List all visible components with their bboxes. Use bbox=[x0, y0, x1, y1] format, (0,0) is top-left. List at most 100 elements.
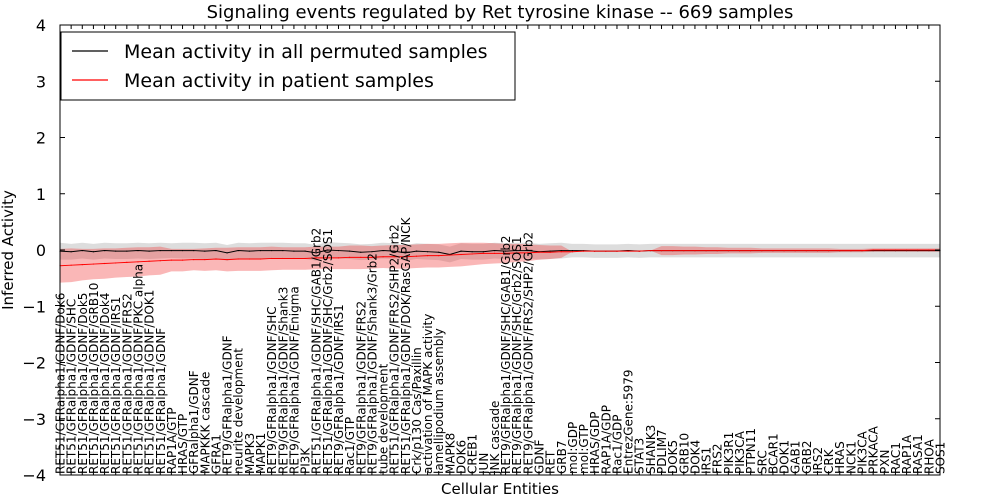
data-point bbox=[839, 249, 841, 252]
x-tick-label: RET51/GFRalpha1/GDNF/Dok6 bbox=[54, 293, 68, 474]
data-point bbox=[92, 263, 95, 265]
data-point bbox=[516, 249, 518, 252]
x-tick-label: PDLIM7 bbox=[655, 429, 669, 474]
data-point bbox=[237, 249, 239, 252]
data-point bbox=[326, 249, 328, 251]
data-point bbox=[126, 261, 128, 263]
x-tick-label: RET9/GFRalpha1/GDNF/IRS1 bbox=[332, 304, 346, 474]
data-point bbox=[794, 249, 796, 252]
data-point bbox=[315, 257, 317, 259]
x-tick-label: RET9/GFRalpha1/GDNF/SHC bbox=[265, 306, 279, 474]
x-tick-label: MAPK8 bbox=[443, 433, 457, 474]
data-point bbox=[482, 252, 484, 254]
data-point bbox=[705, 249, 707, 252]
data-point bbox=[426, 251, 429, 253]
x-tick-label: PIK3CA bbox=[733, 430, 747, 474]
x-tick-label: GRB10 bbox=[677, 433, 691, 474]
data-point bbox=[148, 250, 150, 252]
confidence-bands bbox=[60, 242, 940, 283]
data-point bbox=[738, 249, 741, 252]
x-tick-label: RET bbox=[544, 450, 558, 474]
data-point bbox=[159, 260, 161, 262]
x-tick-label: IRS2 bbox=[811, 447, 825, 474]
x-tick-label: STAT3 bbox=[633, 438, 647, 474]
x-tick-label: DOK5 bbox=[666, 440, 680, 474]
data-point bbox=[571, 249, 574, 252]
data-point bbox=[516, 252, 518, 254]
data-point bbox=[293, 250, 295, 252]
x-tick-label: RAP1A bbox=[900, 434, 914, 474]
data-point bbox=[159, 249, 161, 252]
data-point bbox=[215, 258, 217, 260]
data-point bbox=[404, 252, 406, 254]
data-point bbox=[482, 251, 484, 253]
x-tick-label: GFRA1 bbox=[209, 434, 223, 474]
data-point bbox=[148, 260, 150, 262]
data-point bbox=[471, 253, 473, 255]
data-point bbox=[772, 249, 774, 252]
data-point bbox=[226, 252, 228, 254]
data-point bbox=[504, 250, 507, 252]
data-point bbox=[504, 252, 507, 254]
data-point bbox=[271, 249, 273, 252]
data-point bbox=[181, 259, 184, 261]
x-tick-label: RAC1 bbox=[889, 442, 903, 474]
x-tick-label: PTPN11 bbox=[744, 428, 758, 474]
x-tick-label: JUN bbox=[477, 453, 491, 475]
legend-label-permuted: Mean activity in all permuted samples bbox=[124, 41, 487, 63]
data-point bbox=[315, 252, 317, 254]
data-point bbox=[70, 251, 72, 253]
x-tick-label: DOK1 bbox=[778, 440, 792, 474]
x-tick-label: HRAS/GDP bbox=[588, 411, 602, 474]
x-tick-label: IRS1 bbox=[700, 447, 714, 474]
data-point bbox=[349, 250, 351, 252]
x-tick-label: HRAS bbox=[833, 441, 847, 474]
x-tick-label: PIK3R1 bbox=[722, 432, 736, 474]
x-tick-label: RAP1A/GDP bbox=[599, 405, 613, 474]
data-point bbox=[493, 249, 496, 252]
data-point bbox=[683, 249, 685, 252]
data-point bbox=[571, 251, 574, 253]
y-tick-label: −4 bbox=[22, 466, 46, 485]
data-point bbox=[115, 250, 117, 252]
x-tick-label: MAPK3 bbox=[243, 433, 257, 474]
data-point bbox=[660, 249, 663, 252]
data-point bbox=[638, 250, 640, 252]
x-tick-label: DOK4 bbox=[688, 440, 702, 474]
data-point bbox=[248, 250, 250, 252]
x-tick-label: RET51/GFRalpha1/GDNF/Dok5 bbox=[76, 293, 90, 474]
data-point bbox=[204, 258, 206, 261]
data-point bbox=[382, 256, 384, 258]
data-point bbox=[605, 250, 607, 252]
data-point bbox=[460, 250, 462, 252]
data-point bbox=[527, 249, 529, 252]
legend-label-patient: Mean activity in patient samples bbox=[124, 70, 434, 92]
y-tick-label: −1 bbox=[22, 297, 46, 316]
data-point bbox=[805, 249, 807, 252]
data-point bbox=[382, 249, 384, 252]
x-tick-label: RET9/GFRalpha1/GDNF/Enigma bbox=[287, 286, 301, 474]
x-tick-label: Rac1/GDP bbox=[610, 415, 624, 474]
data-point bbox=[750, 249, 752, 252]
data-point bbox=[259, 258, 262, 260]
data-point bbox=[727, 249, 729, 252]
x-tick-label: RET51/GFRalpha1/GDNF/Dok4 bbox=[98, 293, 112, 474]
data-point bbox=[460, 253, 462, 256]
x-tick-label: CREB1 bbox=[466, 434, 480, 474]
data-point bbox=[560, 251, 562, 253]
data-point bbox=[170, 259, 172, 261]
x-tick-label: GDNF bbox=[532, 439, 546, 474]
data-point bbox=[282, 257, 284, 260]
y-tick-label: 4 bbox=[36, 16, 46, 35]
data-point bbox=[872, 249, 874, 251]
data-point bbox=[360, 256, 362, 258]
data-point bbox=[193, 258, 195, 261]
data-point bbox=[527, 252, 529, 254]
data-point bbox=[538, 251, 540, 253]
data-point bbox=[282, 249, 284, 252]
data-point bbox=[271, 257, 273, 260]
x-tick-label: GRB2 bbox=[800, 440, 814, 474]
data-point bbox=[371, 256, 373, 258]
plot-area bbox=[59, 24, 941, 476]
data-point bbox=[917, 249, 919, 251]
